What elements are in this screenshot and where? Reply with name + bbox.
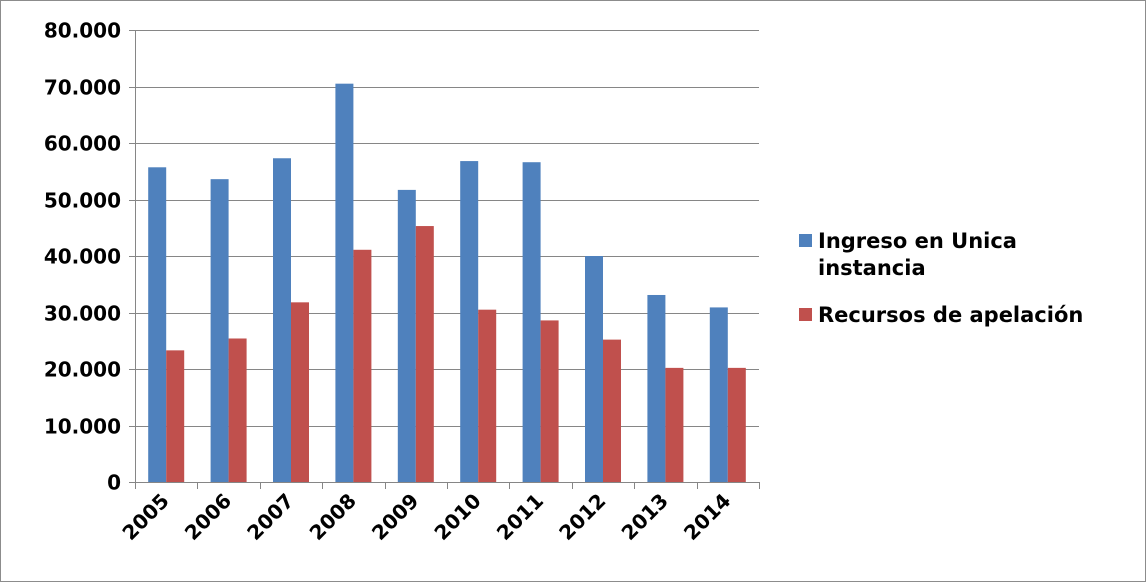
bar-recursos-2013 [665, 367, 684, 482]
y-tick-label: 70.000 [44, 76, 121, 100]
x-tick-label: 2011 [492, 489, 548, 545]
legend-swatch [799, 308, 812, 321]
x-tick-label: 2009 [367, 489, 423, 545]
bar-ingreso-2007 [273, 158, 291, 482]
bars [148, 83, 746, 483]
x-tick-label: 2007 [242, 489, 298, 545]
bar-ingreso-2009 [397, 189, 416, 482]
x-tick-label: 2013 [617, 489, 673, 545]
y-tick-label: 20.000 [44, 358, 121, 382]
bar-recursos-2010 [478, 309, 497, 482]
bar-recursos-2012 [603, 339, 621, 482]
bar-ingreso-2012 [585, 256, 603, 482]
bar-recursos-2011 [540, 320, 559, 482]
y-tick-label: 40.000 [44, 245, 121, 269]
y-tick-label: 0 [107, 471, 121, 495]
bar-ingreso-2008 [335, 83, 354, 483]
x-tick-label: 2005 [117, 489, 173, 545]
x-tick-label: 2012 [554, 489, 610, 545]
bar-recursos-2008 [353, 249, 372, 482]
bar-ingreso-2011 [522, 162, 541, 482]
axes [129, 30, 760, 489]
bar-recursos-2005 [166, 350, 185, 482]
y-tick-label: 30.000 [44, 302, 121, 326]
bar-ingreso-2013 [647, 294, 666, 482]
y-tick-labels: 0 10.000 20.000 30.000 40.000 50.000 60.000 70.… [44, 19, 121, 495]
x-tick-label: 2006 [180, 489, 236, 545]
y-tick-label: 50.000 [44, 189, 121, 213]
legend-label: instancia [818, 256, 926, 280]
bar-ingreso-2014 [709, 307, 728, 482]
y-tick-label: 80.000 [44, 19, 121, 43]
bar-recursos-2009 [415, 226, 434, 482]
legend-label: Ingreso en Unica [818, 229, 1017, 253]
bar-ingreso-2006 [210, 179, 229, 482]
legend: Ingreso en Unica instancia Recursos de ape… [799, 229, 1083, 327]
bar-ingreso-2010 [460, 161, 479, 482]
x-tick-labels: 2005 2006 2007 2008 2009 2010 2011 2012 2013 2014 [117, 489, 735, 545]
y-tick-label: 60.000 [44, 132, 121, 156]
bar-ingreso-2005 [148, 167, 167, 483]
x-tick-label: 2014 [679, 489, 735, 545]
x-tick-label: 2008 [305, 489, 361, 545]
y-tick-label: 10.000 [44, 415, 121, 439]
legend-label: Recursos de apelación [818, 303, 1083, 327]
x-tick-label: 2010 [429, 489, 485, 545]
legend-swatch [799, 234, 812, 247]
bar-recursos-2014 [727, 367, 746, 482]
bar-recursos-2007 [291, 302, 309, 482]
bar-recursos-2006 [228, 338, 247, 482]
